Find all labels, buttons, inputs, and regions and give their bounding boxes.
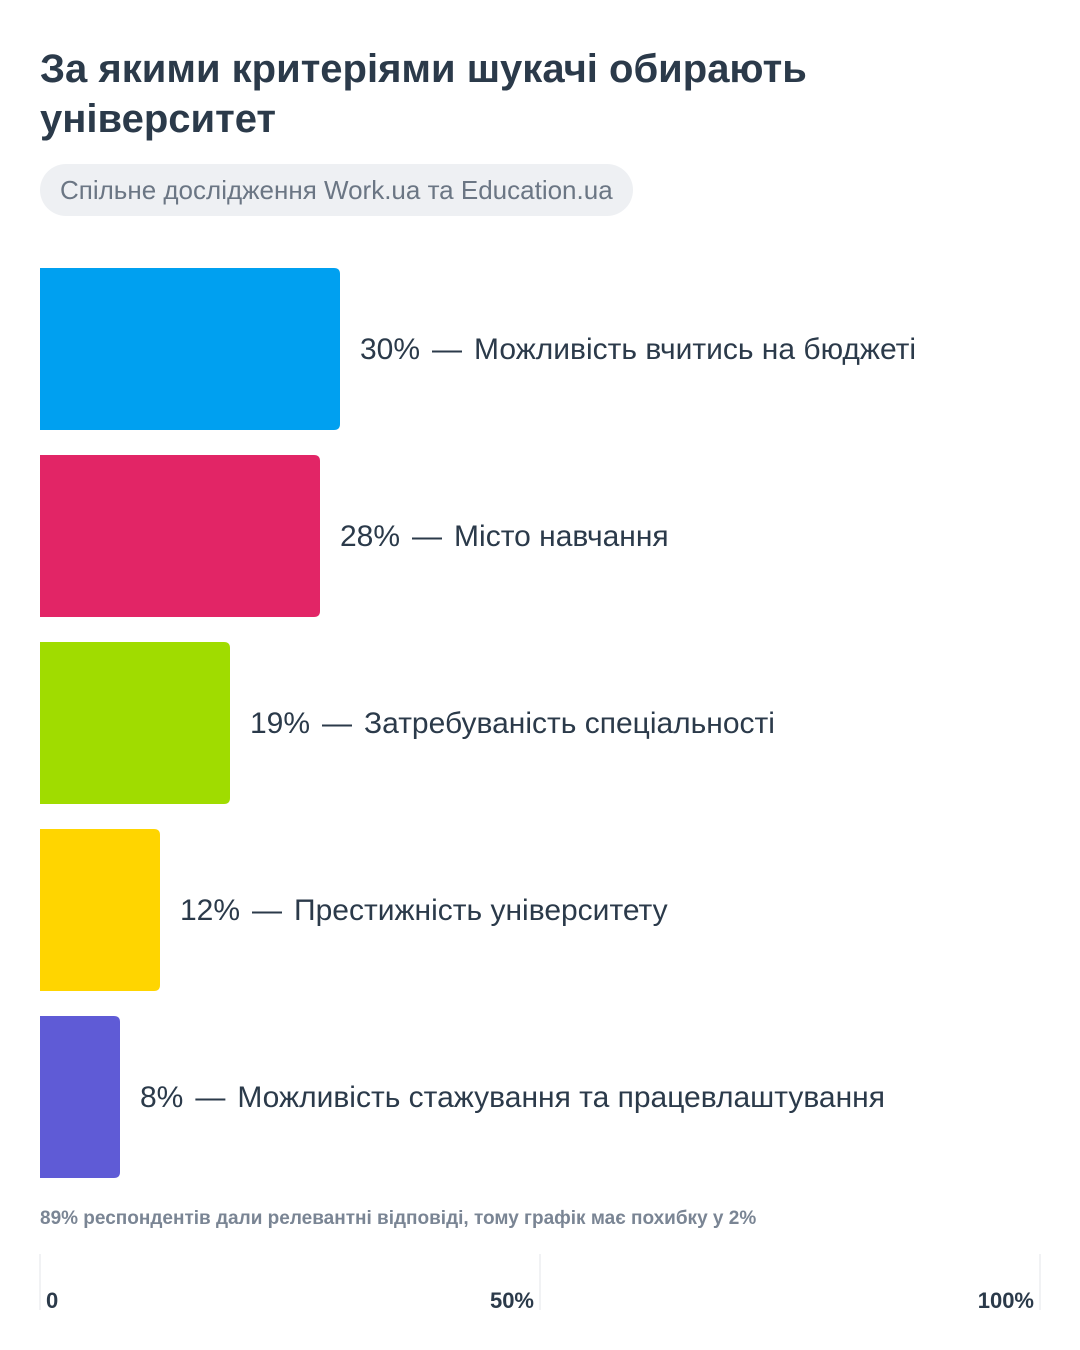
x-tick-label: 50%: [490, 1288, 534, 1313]
label-separator: —: [195, 1081, 225, 1114]
category-label: Місто навчання: [454, 520, 669, 553]
chart-subtitle: Спільне дослідження Work.ua та Education…: [40, 164, 633, 216]
bar-label: 12% — Престижність університету: [180, 894, 668, 927]
bar: [40, 268, 340, 430]
bar: [40, 829, 160, 991]
bar: [40, 642, 230, 804]
label-separator: —: [412, 520, 442, 553]
label-separator: —: [252, 894, 282, 927]
chart-title: За якими критеріями шукачі обирають унів…: [40, 47, 807, 141]
value-label: 12%: [180, 894, 240, 927]
category-label: Престижність університету: [294, 894, 668, 927]
value-label: 30%: [360, 333, 420, 366]
value-label: 8%: [140, 1081, 183, 1114]
x-tick-label: 0: [46, 1288, 58, 1313]
x-tick-label: 100%: [978, 1288, 1034, 1313]
annotation: 89% респондентів дали релевантні відпові…: [40, 1208, 756, 1229]
category-label: Можливість вчитись на бюджеті: [474, 333, 916, 366]
value-label: 19%: [250, 707, 310, 740]
label-separator: —: [432, 333, 462, 366]
bar-label: 28% — Місто навчання: [340, 520, 669, 553]
bar: [40, 455, 320, 617]
category-label: Затребуваність спеціальності: [364, 707, 775, 740]
category-label: Можливість стажування та працевлаштуванн…: [237, 1081, 885, 1114]
value-label: 28%: [340, 520, 400, 553]
bar-label: 30% — Можливість вчитись на бюджеті: [360, 333, 916, 366]
bar-label: 19% — Затребуваність спеціальності: [250, 707, 775, 740]
bar: [40, 1016, 120, 1178]
label-separator: —: [322, 707, 352, 740]
bar-label: 8% — Можливість стажування та працевлаштув…: [140, 1081, 885, 1114]
